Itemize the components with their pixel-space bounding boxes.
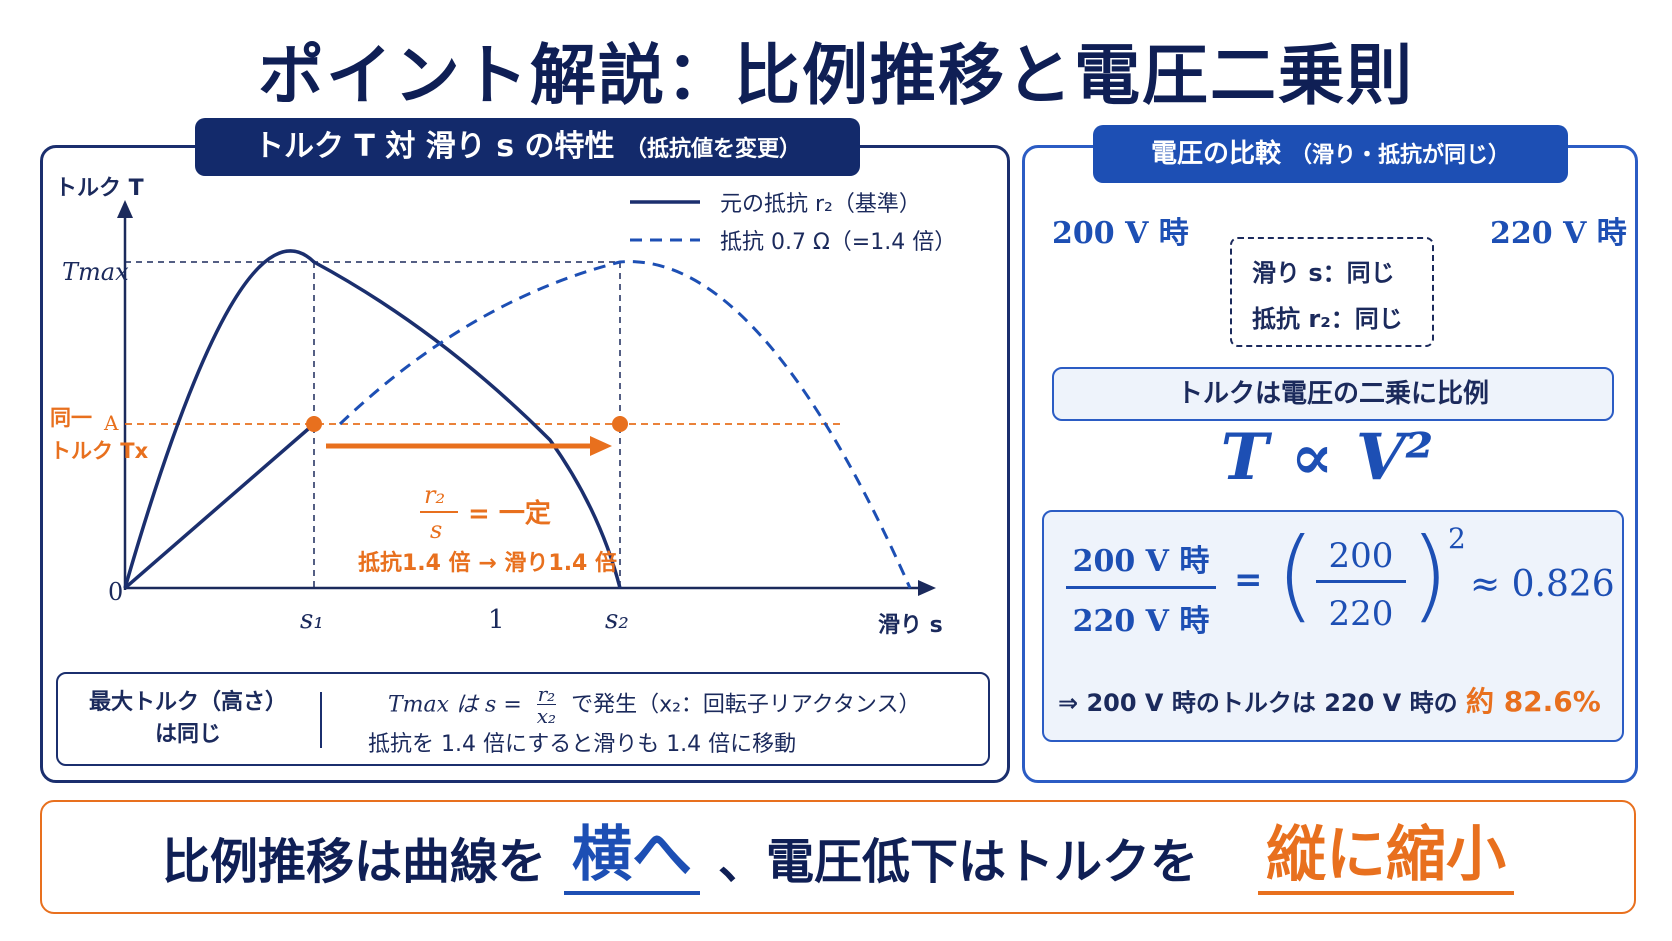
condition-slip: 滑り s：同じ xyxy=(1252,259,1395,287)
x-axis-label: 滑り s xyxy=(878,613,943,638)
voltage-tab: 電圧の比較 （滑り・抵抗が同じ） xyxy=(1093,125,1568,183)
approx-value: ≈ 0.826 xyxy=(1470,564,1615,605)
info-left-2: は同じ xyxy=(154,722,221,747)
curve-original-lower xyxy=(123,422,316,590)
ratio-den: s xyxy=(430,516,442,544)
y-axis-label: トルク T xyxy=(55,176,144,201)
info-box: 最大トルク（高さ） は同じ Tmax は s = r₂ x₂ で発生（x₂：回転… xyxy=(56,672,990,766)
condition-resistance: 抵抗 r₂：同じ xyxy=(1252,305,1403,333)
summary-text: 比例推移は曲線を 横へ 、電圧低下はトルクを 縦に縮小 xyxy=(42,802,1634,912)
voltage-tab-main: 電圧の比較 xyxy=(1150,139,1281,169)
ratio-box-den: 220 V 時 xyxy=(1072,604,1210,639)
paren-left: ( xyxy=(1276,516,1316,633)
ratio-eq: = 一定 xyxy=(468,498,551,529)
voltage-tab-sub: （滑り・抵抗が同じ） xyxy=(1290,143,1511,168)
torque-slip-tab-main: トルク T 対 滑り s の特性 xyxy=(253,129,615,164)
power: 2 xyxy=(1448,522,1466,555)
ratio-box-eq: = xyxy=(1234,560,1263,600)
conclusion: ⇒ 200 V 時のトルクは 220 V 時の 約 82.6% xyxy=(1058,680,1601,720)
curve-original xyxy=(123,249,622,589)
info-separator xyxy=(320,692,322,748)
ratio-box-num: 200 V 時 xyxy=(1066,536,1216,589)
summary-part1: 比例推移は曲線を xyxy=(161,834,546,890)
tx-label-1: 同一 xyxy=(50,406,92,430)
conclusion-a: ⇒ 200 V 時のトルクは 220 V 時の xyxy=(1058,689,1458,717)
one-label: 1 xyxy=(488,605,505,635)
shift-note: 抵抗1.4 倍 → 滑り1.4 倍 xyxy=(358,550,617,576)
info-left-1: 最大トルク（高さ） xyxy=(88,690,287,715)
y-axis-arrow xyxy=(117,200,133,218)
proportion-label: トルクは電圧の二乗に比例 xyxy=(1052,367,1614,421)
s1-label: s₁ xyxy=(300,605,324,635)
legend-solid-label: 元の抵抗 r₂（基準） xyxy=(720,192,921,217)
tx-marker: A xyxy=(103,411,119,435)
curve-scaled xyxy=(338,260,912,589)
summary-highlight-horizontal: 横へ xyxy=(564,819,700,895)
ratio-box: 200 V 時 220 V 時 = ( 200 220 ) 2 ≈ 0.826 … xyxy=(1042,510,1624,742)
info-frac-den: x₂ xyxy=(536,704,557,728)
info-fraction: r₂ x₂ xyxy=(536,682,557,728)
shift-arrow-head xyxy=(590,436,612,456)
page-title: ポイント解説：比例推移と電圧二乗則 xyxy=(258,37,1414,114)
summary-part2: 、電圧低下はトルクを xyxy=(718,834,1199,890)
tmax-label: Tmax xyxy=(62,258,129,286)
x-axis-arrow xyxy=(918,580,936,596)
tx-label-2: トルク Tx xyxy=(50,439,149,463)
summary-banner: 比例推移は曲線を 横へ 、電圧低下はトルクを 縦に縮小 xyxy=(40,800,1636,914)
point-s1 xyxy=(306,416,322,432)
info-line-1: Tmax は s = r₂ x₂ で発生（x₂：回転子リアクタンス） xyxy=(388,684,920,727)
s2-label: s₂ xyxy=(605,605,629,635)
frac-den: 220 xyxy=(1328,594,1394,634)
frac-num: 200 xyxy=(1316,536,1406,583)
volt-220-label: 220 V 時 xyxy=(1490,216,1627,251)
summary-highlight-vertical: 縦に縮小 xyxy=(1258,819,1515,895)
torque-slip-tab-sub: （抵抗値を変更） xyxy=(624,137,801,162)
legend-dashed-label: 抵抗 0.7 Ω（=1.4 倍） xyxy=(720,230,956,255)
info-line1-a: Tmax は s = xyxy=(388,692,522,718)
point-s2 xyxy=(612,416,628,432)
origin-label: 0 xyxy=(108,578,123,606)
ratio-num: r₂ xyxy=(424,481,445,509)
conditions-box: 滑り s：同じ 抵抗 r₂：同じ xyxy=(1230,237,1434,347)
conclusion-b: 約 82.6% xyxy=(1465,685,1601,718)
proportion-formula: T ∝ V² xyxy=(1220,420,1434,495)
torque-slip-tab: トルク T 対 滑り s の特性 （抵抗値を変更） xyxy=(195,118,860,176)
info-line1-b: で発生（x₂：回転子リアクタンス） xyxy=(571,692,921,718)
info-left: 最大トルク（高さ） は同じ xyxy=(58,674,318,764)
volt-200-label: 200 V 時 xyxy=(1052,216,1189,251)
info-frac-num: r₂ xyxy=(536,682,557,706)
info-line-2: 抵抗を 1.4 倍にすると滑りも 1.4 倍に移動 xyxy=(368,732,797,757)
paren-right: ) xyxy=(1410,516,1450,633)
